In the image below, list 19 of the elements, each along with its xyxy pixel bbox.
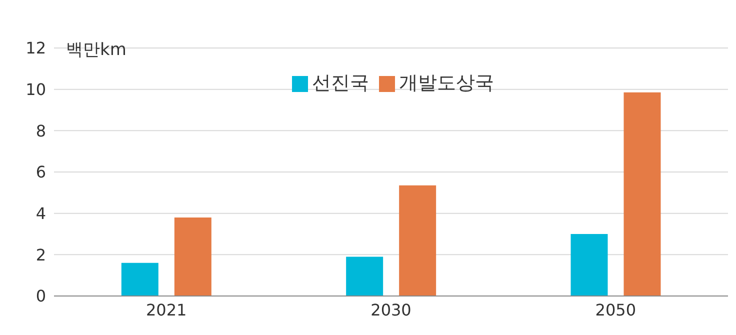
bar bbox=[399, 185, 436, 296]
y-tick-label: 4 bbox=[36, 204, 46, 224]
legend-label: 개발도상국 bbox=[399, 72, 494, 94]
bar bbox=[346, 256, 384, 296]
y-tick-label: 0 bbox=[36, 286, 46, 306]
bar bbox=[121, 262, 158, 296]
x-tick-label: 2050 bbox=[595, 300, 636, 320]
y-axis-title: 백만km bbox=[66, 39, 126, 61]
y-tick-label: 10 bbox=[26, 80, 46, 100]
y-tick-label: 12 bbox=[26, 38, 46, 58]
legend-label: 선진국 bbox=[312, 72, 369, 94]
x-tick-label: 2030 bbox=[370, 300, 412, 320]
bar bbox=[624, 92, 661, 296]
y-tick-label: 2 bbox=[36, 245, 46, 264]
y-tick-label: 8 bbox=[36, 121, 46, 140]
x-tick-label: 2021 bbox=[146, 300, 187, 320]
bar bbox=[570, 234, 608, 296]
bar bbox=[174, 217, 212, 296]
y-tick-label: 6 bbox=[36, 162, 46, 182]
